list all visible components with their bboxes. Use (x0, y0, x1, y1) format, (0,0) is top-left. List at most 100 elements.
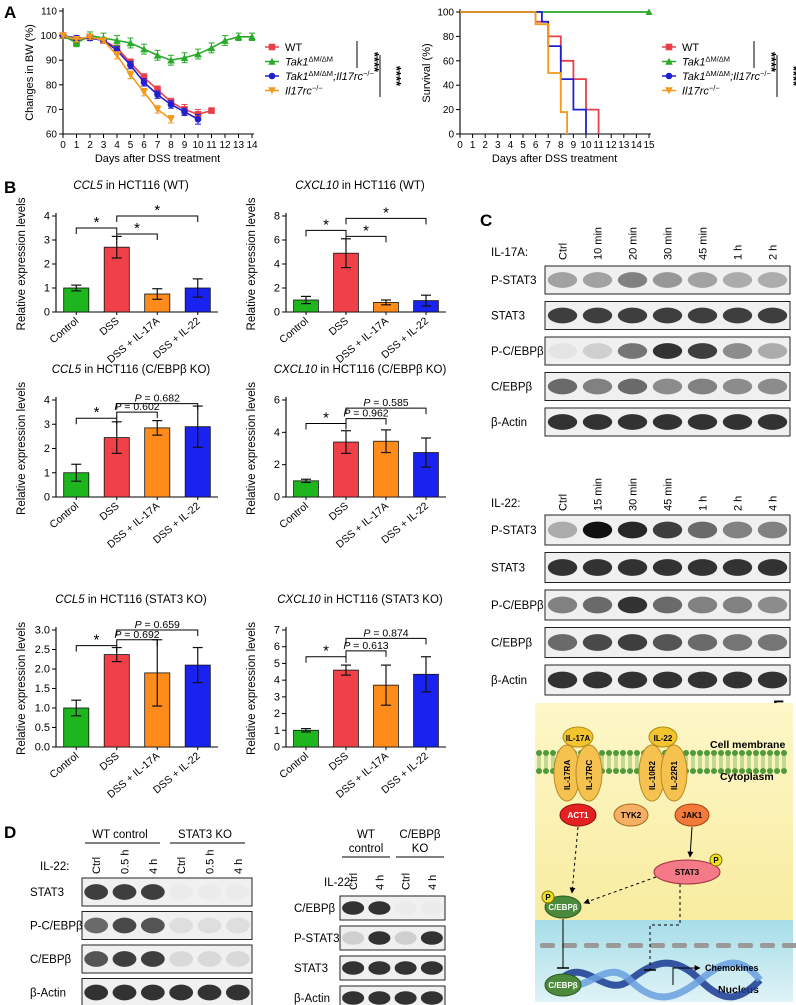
bar (63, 287, 90, 313)
band (617, 671, 648, 689)
band (722, 634, 753, 651)
nuclear-membrane (540, 943, 796, 948)
nuclear-pore-segment (738, 943, 753, 948)
jak1-node (674, 803, 710, 827)
x-tick-label: DSS (97, 750, 121, 773)
band (582, 596, 613, 614)
bar (103, 654, 130, 748)
significance-bracket (305, 229, 347, 237)
lipid-head (753, 768, 759, 774)
data-point (167, 101, 175, 108)
band (757, 634, 788, 651)
nuclear-pore-segment (672, 943, 687, 948)
legend-label: WT (285, 42, 302, 54)
band (687, 378, 718, 395)
lipid-head (550, 750, 556, 756)
band (226, 884, 250, 900)
blot-strip (544, 265, 791, 295)
band (582, 671, 613, 689)
y-tick-label: 90 (46, 56, 58, 67)
x-tick-label: DSS (327, 750, 351, 773)
x-tick-label: 14 (631, 140, 643, 151)
lane-label: Ctrl (348, 873, 360, 890)
y-tick-label: 20 (443, 105, 455, 116)
cebpb-phospho-label: P (545, 893, 551, 902)
significance-label: * (94, 404, 100, 421)
stat3-phospho-icon (709, 853, 723, 867)
band (169, 917, 194, 934)
stat3-node (653, 859, 721, 885)
cebpb-node (544, 895, 582, 919)
blot-row: β-Actin (491, 664, 791, 696)
data-point (126, 39, 135, 47)
lane-label: 45 min (663, 478, 675, 511)
lipid-head (606, 768, 612, 774)
chart-title: CXCL10 in HCT116 (WT) (295, 180, 425, 192)
il22-ligand (648, 726, 678, 748)
lipid-head (711, 750, 717, 756)
y-tick-label: 60 (443, 56, 455, 67)
lipid-head (760, 768, 766, 774)
lipid-head (543, 768, 549, 774)
legend-label: WT (682, 42, 699, 54)
x-tick-label: 2 (482, 140, 488, 151)
lipid-head (536, 768, 542, 774)
survival-line (460, 11, 587, 134)
sig-stars: **** (764, 52, 779, 73)
blot-row: β-Actin (294, 985, 446, 1005)
x-tick-label: 5 (520, 140, 526, 151)
legend-label: Tak1ΔM/ΔM;Il17rc−/− (285, 69, 374, 84)
band (197, 917, 222, 934)
band (394, 991, 417, 1005)
significance-label: * (323, 409, 329, 426)
nuclear-pore-segment (650, 943, 665, 948)
band (547, 414, 578, 430)
lipid-head (613, 750, 619, 756)
y-axis-label: Survival (%) (421, 43, 433, 102)
data-point (113, 51, 121, 60)
band (112, 884, 137, 900)
band (197, 951, 222, 967)
lane-label: 1 h (698, 496, 710, 511)
y-tick-label: 2 (274, 708, 280, 720)
lipid-head (774, 768, 780, 774)
band (652, 307, 683, 324)
x-tick-label: 3 (101, 140, 107, 151)
bar (333, 669, 359, 748)
lane-label: 1 h (733, 245, 745, 260)
blot-row: C/EBPβ (294, 895, 446, 921)
y-tick-label: 2 (44, 259, 50, 271)
lipid-head (732, 750, 738, 756)
x-tick-label: Control (277, 750, 311, 781)
cebpb-label: C/EBPβ (548, 903, 577, 912)
y-tick-label: 3 (274, 691, 280, 703)
bar-chart-cxcl10-cebpb-ko: CXCL10 in HCT116 (C/EBPβ KO) 0 2 4 6 Relative… (246, 364, 446, 551)
lane-label: 4 h (233, 859, 245, 874)
band (687, 559, 718, 576)
data-point (126, 71, 135, 79)
il22r1-receptor (660, 744, 688, 802)
band (342, 931, 365, 945)
y-tick-label: 100 (40, 31, 57, 42)
band-label: STAT3 (491, 311, 525, 323)
significance-bracket (116, 215, 199, 222)
y-tick-label: 60 (46, 130, 58, 141)
band (652, 634, 683, 651)
y-tick-label: 2 (274, 283, 280, 295)
data-point (234, 33, 243, 41)
band (652, 343, 683, 359)
lipid-head (697, 750, 703, 756)
significance-label: * (134, 220, 140, 237)
bar-chart-ccl5-stat3-ko: CCL5 in HCT116 (STAT3 KO) 0.0 0.5 1.0 1.5 2.0… (16, 594, 218, 801)
lipid-head (732, 768, 738, 774)
series-3 (460, 11, 568, 134)
band (225, 951, 250, 967)
lipid-head (753, 750, 759, 756)
il17rc-receptor (575, 744, 603, 802)
significance-bracket (116, 233, 158, 240)
western-blot-il22-timecourse: IL-22: Ctrl 15 min 30 min 45 min 1 h 2 h 4 h P-S… (491, 478, 791, 696)
band (582, 634, 613, 651)
x-tick-label: Control (48, 750, 82, 781)
bar (144, 427, 171, 498)
